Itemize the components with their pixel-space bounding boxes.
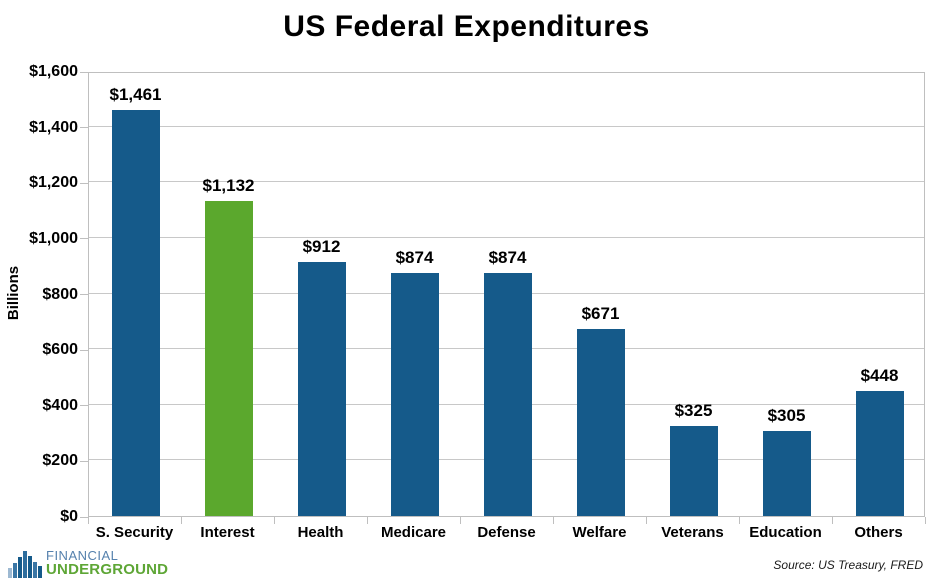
- footer-logo: FINANCIAL UNDERGROUND: [8, 549, 168, 578]
- bar-value-label: $305: [767, 406, 806, 425]
- y-tick-label: $1,400: [29, 118, 78, 136]
- x-category-label: Medicare: [380, 524, 447, 541]
- bar-value-label: $874: [488, 248, 527, 267]
- x-tick-mark: [925, 517, 926, 524]
- y-tick-label: $0: [60, 508, 78, 525]
- x-category-label: Interest: [200, 524, 255, 541]
- bar-interest: [205, 201, 253, 516]
- logo-text: FINANCIAL UNDERGROUND: [46, 549, 168, 578]
- bar-value-label: $671: [581, 304, 620, 323]
- y-tick-label: $1,600: [29, 63, 78, 80]
- y-tick-mark: [80, 460, 88, 462]
- y-tick-mark: [80, 238, 88, 240]
- x-tick-mark: [88, 517, 89, 524]
- y-tick-mark: [80, 349, 88, 351]
- x-category-label: Education: [749, 524, 822, 541]
- plot-area: $1,461 $1,132 $912 $874 $874 $671 $325 $305 $448: [88, 72, 925, 517]
- x-category-label: Health: [297, 524, 344, 541]
- bar-value-label: $1,461: [109, 85, 162, 104]
- y-tick-label: $800: [42, 285, 78, 303]
- x-category-label: Veterans: [661, 524, 724, 541]
- y-tick-mark: [80, 294, 88, 295]
- bar-defense: [484, 273, 532, 516]
- bar-others: [856, 391, 904, 516]
- chart-title: US Federal Expenditures: [283, 10, 650, 43]
- x-category-label: Defense: [477, 524, 536, 541]
- x-tick-mark: [274, 517, 275, 524]
- y-tick-mark: [80, 516, 88, 518]
- bar-s-security: [112, 110, 160, 516]
- y-tick-label: $1,000: [29, 229, 78, 247]
- gridline: [89, 125, 924, 127]
- logo-underground: UNDERGROUND: [46, 561, 169, 578]
- x-category-label: Welfare: [572, 524, 627, 541]
- x-tick-mark: [553, 517, 554, 524]
- y-tick-mark: [80, 127, 88, 129]
- bar-veterans: [670, 426, 718, 516]
- bar-medicare: [391, 273, 439, 516]
- bar-welfare: [577, 329, 625, 516]
- x-tick-mark: [460, 517, 461, 524]
- y-tick-label: $600: [42, 341, 78, 359]
- y-tick-label: $200: [42, 452, 78, 470]
- x-tick-mark: [181, 517, 182, 524]
- x-tick-mark: [832, 517, 833, 524]
- y-tick-label: $1,200: [29, 174, 78, 192]
- bar-value-label: $325: [674, 401, 713, 420]
- bar-value-label: $874: [395, 248, 434, 267]
- bar-value-label: $912: [302, 237, 341, 256]
- bar-health: [298, 262, 346, 516]
- bar-value-label: $448: [860, 366, 899, 385]
- gridline: [89, 236, 924, 238]
- source-note: Source: US Treasury, FRED: [773, 558, 923, 572]
- bar-chart-skyline-icon: [8, 550, 42, 578]
- y-tick-mark: [80, 405, 88, 407]
- bar-education: [763, 431, 811, 516]
- bar-value-label: $1,132: [202, 176, 255, 195]
- logo-financial: FINANCIAL: [46, 548, 119, 563]
- x-tick-mark: [739, 517, 740, 524]
- gridline: [89, 181, 924, 183]
- x-tick-mark: [367, 517, 368, 524]
- x-tick-mark: [646, 517, 647, 524]
- y-tick-mark: [80, 71, 88, 73]
- x-category-label: Others: [854, 524, 903, 541]
- x-category-label: S. Security: [95, 524, 174, 541]
- y-tick-label: $400: [42, 396, 78, 414]
- y-tick-mark: [80, 182, 88, 184]
